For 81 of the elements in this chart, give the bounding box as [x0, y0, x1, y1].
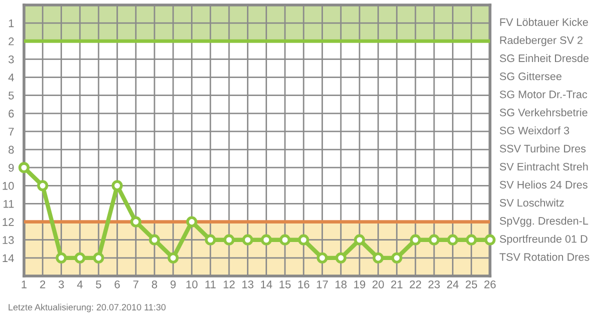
- point: [279, 234, 291, 246]
- x-tick-label: 20: [372, 280, 384, 288]
- x-tick-label: 5: [96, 280, 102, 288]
- x-tick-label: 6: [114, 280, 120, 288]
- y-tick-label: 2: [8, 37, 14, 46]
- text: SV Helios 24 Dres: [500, 180, 588, 189]
- text: SV Eintracht Streh: [500, 162, 588, 171]
- point: [335, 252, 346, 264]
- x-tick-label: 18: [336, 280, 347, 288]
- point: [223, 234, 235, 246]
- x-tick-label: 10: [186, 280, 198, 288]
- point: [372, 252, 384, 264]
- y-tick-label: 13: [2, 236, 14, 244]
- point: [112, 180, 123, 192]
- text: Sportfreunde 01 D: [500, 234, 588, 245]
- x-tick-label: 23: [428, 280, 440, 288]
- point: [260, 234, 272, 246]
- x-tick-label: 11: [205, 280, 216, 288]
- x-tick-label: 24: [447, 280, 459, 288]
- text: SG Verkehrsbetrie: [500, 108, 588, 116]
- point: [74, 252, 86, 264]
- text: TSV Rotation Dres: [500, 252, 590, 261]
- point: [447, 234, 458, 246]
- point: [484, 234, 496, 246]
- y-tick-label: 7: [8, 128, 14, 136]
- x-tick-label: 13: [242, 280, 254, 288]
- x-tick-label: 2: [40, 280, 46, 288]
- point: [298, 234, 310, 246]
- x-tick-label: 22: [410, 280, 422, 288]
- y-tick-label: 9: [8, 164, 14, 172]
- y-tick-label: 11: [4, 200, 14, 208]
- point: [466, 234, 477, 246]
- x-tick-label: 3: [58, 280, 64, 288]
- y-tick-label: 1: [8, 19, 14, 28]
- text: SG Gittersee: [500, 72, 562, 80]
- text: Letzte Aktualisierung: 20.07.2010 11:30: [8, 304, 166, 312]
- text: SpVgg. Dresden-L: [500, 216, 588, 227]
- x-tick-label: 16: [298, 280, 310, 288]
- text: SG Einheit Dresde: [500, 54, 589, 62]
- text: FV Löbtauer Kicke: [500, 18, 588, 26]
- x-tick-label: 12: [224, 280, 235, 288]
- x-tick-label: 8: [152, 280, 158, 288]
- y-tick-label: 3: [8, 55, 14, 64]
- point: [130, 216, 142, 228]
- x-tick-label: 17: [316, 280, 328, 288]
- x-tick-label: 15: [280, 280, 291, 288]
- y-tick-label: 6: [8, 110, 14, 118]
- text: SSV Turbine Dres: [500, 144, 586, 152]
- x-tick-label: 25: [466, 280, 478, 288]
- point: [204, 234, 216, 246]
- point: [37, 180, 48, 192]
- y-tick-label: 14: [2, 254, 14, 262]
- y-tick-label: 12: [2, 218, 14, 226]
- point: [93, 252, 104, 264]
- text: SG Motor Dr.-Trac: [500, 90, 588, 98]
- x-tick-label: 19: [354, 280, 366, 288]
- point: [391, 252, 402, 264]
- point: [242, 234, 254, 246]
- x-tick-label: 4: [77, 280, 83, 288]
- x-tick-label: 14: [260, 280, 272, 288]
- y-tick-label: 4: [8, 74, 14, 82]
- x-tick-label: 26: [484, 280, 496, 288]
- point: [316, 252, 328, 264]
- point: [428, 234, 440, 246]
- x-tick-label: 1: [22, 280, 27, 288]
- text: Radeberger SV 2: [500, 36, 582, 46]
- text: SG Weixdorf 3: [500, 126, 570, 134]
- point: [410, 234, 421, 246]
- point: [354, 234, 366, 246]
- point: [168, 252, 179, 264]
- point: [186, 216, 198, 228]
- text: SV Loschwitz: [500, 198, 564, 207]
- point: [56, 252, 67, 264]
- x-tick-label: 9: [170, 280, 176, 288]
- point: [148, 234, 160, 246]
- x-tick-label: 21: [391, 280, 402, 288]
- y-tick-label: 10: [2, 182, 14, 190]
- point: [18, 162, 30, 174]
- y-tick-label: 8: [8, 146, 14, 154]
- x-tick-label: 7: [133, 280, 138, 288]
- y-tick-label: 5: [8, 92, 14, 100]
